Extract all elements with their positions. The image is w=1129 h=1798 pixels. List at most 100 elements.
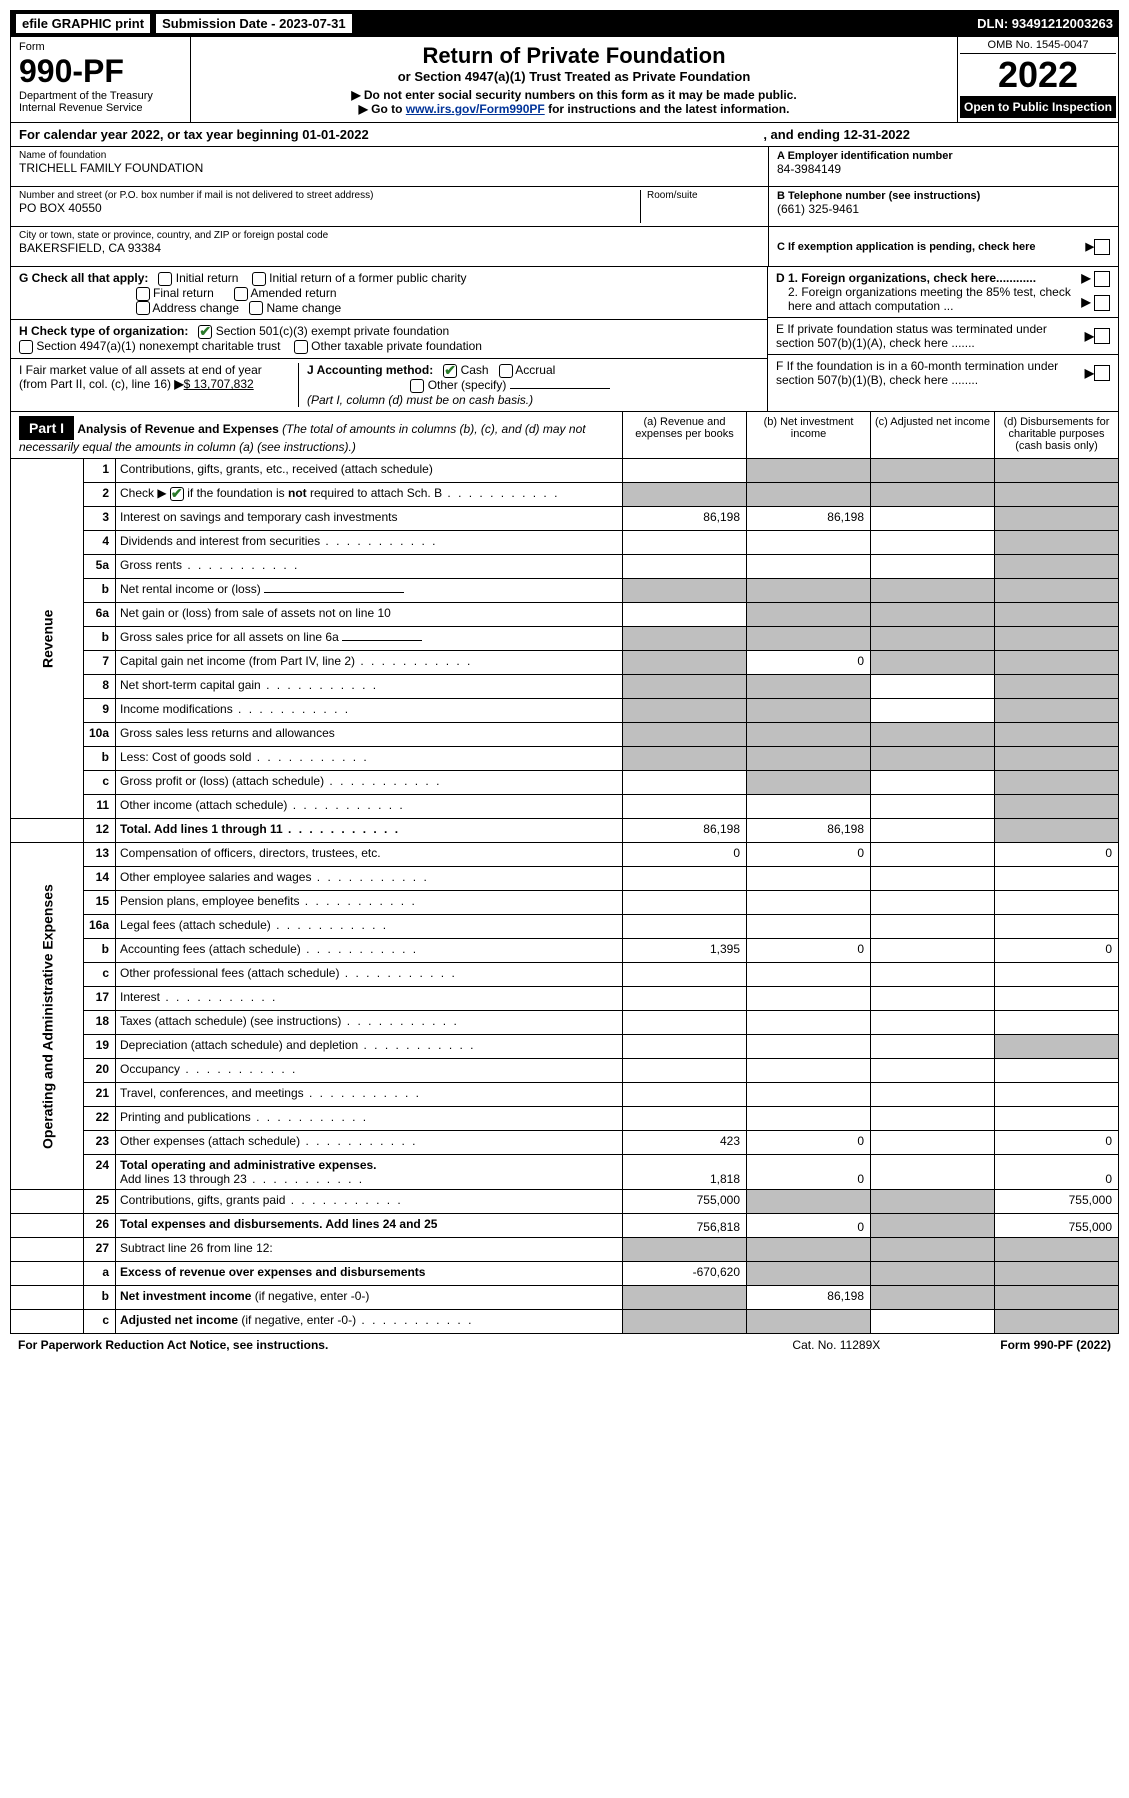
501c3-label: Section 501(c)(3) exempt private foundat… [216,324,449,338]
table-row: 2Check ▶ if the foundation is not requir… [11,483,1119,507]
cash-checkbox[interactable] [443,364,457,378]
initial-return-checkbox[interactable] [158,272,172,286]
amt-b: 86,198 [747,507,871,531]
other-taxable-checkbox[interactable] [294,340,308,354]
initial-former-checkbox[interactable] [252,272,266,286]
instructions-link[interactable]: www.irs.gov/Form990PF [406,102,545,116]
row-desc: Gross rents [116,555,623,579]
501c3-checkbox[interactable] [198,325,212,339]
sch-b-checkbox[interactable] [170,487,184,501]
table-row: 25Contributions, gifts, grants paid755,0… [11,1190,1119,1214]
form-number: 990-PF [19,53,182,90]
accrual-checkbox[interactable] [499,364,513,378]
row-desc: Gross sales less returns and allowances [116,723,623,747]
name-change-checkbox[interactable] [249,301,263,315]
row-num: 20 [84,1059,116,1083]
pending-cell: C If exemption application is pending, c… [769,227,1118,267]
g-label: G Check all that apply: [19,271,148,285]
phone-label: B Telephone number (see instructions) [777,190,1110,202]
row-num: b [84,579,116,603]
row-desc: Travel, conferences, and meetings [116,1083,623,1107]
entity-info: Name of foundation TRICHELL FAMILY FOUND… [10,147,1119,267]
e-checkbox[interactable] [1094,328,1110,344]
amt-b: 0 [747,651,871,675]
row-desc: Accounting fees (attach schedule) [116,939,623,963]
calendar-begin: For calendar year 2022, or tax year begi… [19,127,369,142]
row-desc: Occupancy [116,1059,623,1083]
arrow-icon: ▶ [1086,240,1094,253]
table-row: cOther professional fees (attach schedul… [11,963,1119,987]
table-row: Revenue 1Contributions, gifts, grants, e… [11,459,1119,483]
name-change-label: Name change [266,301,341,315]
table-row: 27Subtract line 26 from line 12: [11,1238,1119,1262]
cat-number: Cat. No. 11289X [792,1338,880,1352]
address-change-checkbox[interactable] [136,301,150,315]
h-label: H Check type of organization: [19,324,188,338]
initial-former-label: Initial return of a former public charit… [269,271,466,285]
public-inspection-badge: Open to Public Inspection [960,96,1116,118]
note2-post: for instructions and the latest informat… [545,102,790,116]
col-c-header: (c) Adjusted net income [870,412,994,458]
section-g: G Check all that apply: Initial return I… [11,267,767,319]
part1-title: Analysis of Revenue and Expenses [77,422,278,436]
table-row: bLess: Cost of goods sold [11,747,1119,771]
d1-checkbox[interactable] [1094,271,1110,287]
row-desc: Excess of revenue over expenses and disb… [116,1262,623,1286]
table-row: 9Income modifications [11,699,1119,723]
table-row: 18Taxes (attach schedule) (see instructi… [11,1011,1119,1035]
row-num: 27 [84,1238,116,1262]
4947-checkbox[interactable] [19,340,33,354]
row-num: 21 [84,1083,116,1107]
row-desc: Check ▶ if the foundation is not require… [116,483,623,507]
amt-d: 0 [995,939,1119,963]
row-desc: Capital gain net income (from Part IV, l… [116,651,623,675]
row-num: 12 [84,819,116,843]
row-num: b [84,747,116,771]
row-desc: Subtract line 26 from line 12: [116,1238,623,1262]
arrow-icon: ▶ [1085,366,1094,380]
form-title-block: Return of Private Foundation or Section … [191,37,958,122]
row-num: c [84,963,116,987]
row-desc: Net investment income (if negative, ente… [116,1286,623,1310]
table-row: 20Occupancy [11,1059,1119,1083]
row-num: 19 [84,1035,116,1059]
check-grid: G Check all that apply: Initial return I… [10,267,1119,412]
table-row: 17Interest [11,987,1119,1011]
address-change-label: Address change [152,301,239,315]
row-num: 17 [84,987,116,1011]
table-row: 7Capital gain net income (from Part IV, … [11,651,1119,675]
check-post: if the foundation is not required to att… [184,486,442,500]
row-num: c [84,771,116,795]
foundation-name: TRICHELL FAMILY FOUNDATION [19,161,760,175]
section-h: H Check type of organization: Section 50… [11,319,767,358]
d2-label: 2. Foreign organizations meeting the 85%… [776,285,1081,313]
ein-label: A Employer identification number [777,150,1110,162]
row-desc: Net rental income or (loss) [116,579,623,603]
submission-date: Submission Date - 2023-07-31 [156,14,352,33]
row-desc: Adjusted net income (if negative, enter … [116,1310,623,1334]
row-desc: Net short-term capital gain [116,675,623,699]
amended-return-checkbox[interactable] [234,287,248,301]
row-num: 11 [84,795,116,819]
f-checkbox[interactable] [1094,365,1110,381]
ein-value: 84-3984149 [777,162,1110,176]
form-id-block: Form 990-PF Department of the Treasury I… [11,37,191,122]
initial-return-label: Initial return [176,271,239,285]
amt-a: 86,198 [623,507,747,531]
other-method-checkbox[interactable] [410,379,424,393]
revenue-side-label: Revenue [11,459,84,819]
row-num: 16a [84,915,116,939]
row-desc: Dividends and interest from securities [116,531,623,555]
final-return-label: Final return [153,286,214,300]
row-desc: Printing and publications [116,1107,623,1131]
pending-checkbox[interactable] [1094,239,1110,255]
row-num: 13 [84,843,116,867]
d2-checkbox[interactable] [1094,295,1110,311]
table-row: 23Other expenses (attach schedule)42300 [11,1131,1119,1155]
calendar-end: , and ending 12-31-2022 [763,127,910,142]
amt-b: 0 [747,1131,871,1155]
final-return-checkbox[interactable] [136,287,150,301]
foundation-address: PO BOX 40550 [19,201,640,215]
row-num: 14 [84,867,116,891]
other-method-label: Other (specify) [428,378,507,392]
